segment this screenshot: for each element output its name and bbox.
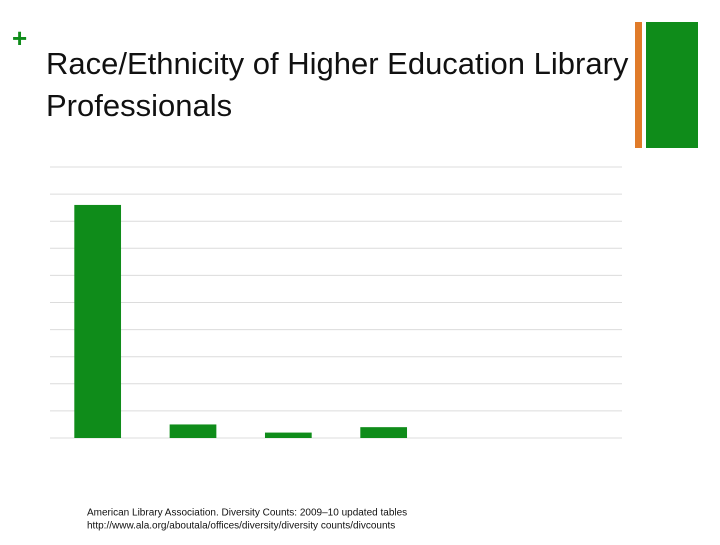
bar bbox=[360, 427, 408, 438]
bar bbox=[74, 204, 122, 438]
source-url: http://www.ala.org/aboutala/offices/dive… bbox=[87, 521, 395, 532]
plus-icon: + bbox=[12, 23, 27, 53]
slide-title: Race/Ethnicity of Higher Education Libra… bbox=[46, 46, 629, 123]
source-text: American Library Association. Diversity … bbox=[87, 508, 407, 519]
accent-block bbox=[646, 22, 698, 148]
accent-bar bbox=[635, 22, 642, 148]
bar bbox=[169, 424, 217, 438]
bar bbox=[264, 432, 312, 438]
